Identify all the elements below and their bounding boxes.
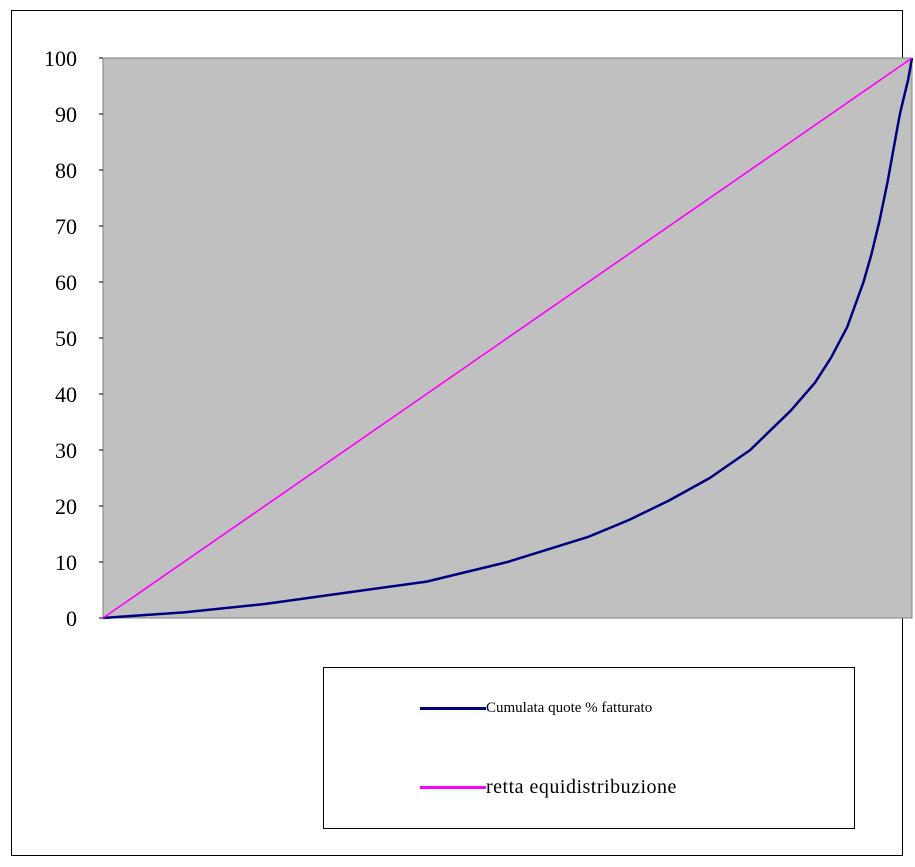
y-tick-label-0: 0: [66, 606, 77, 631]
y-tick-label-60: 60: [55, 270, 77, 295]
y-tick-label-10: 10: [55, 550, 77, 575]
legend-item-equidistribution: retta equidistribuzione: [420, 776, 677, 799]
y-tick-label-90: 90: [55, 102, 77, 127]
y-tick-label-80: 80: [55, 158, 77, 183]
legend-item-cumulative: Cumulata quote % fatturato: [420, 700, 652, 717]
legend-label-equidistribution: retta equidistribuzione: [486, 776, 677, 798]
y-tick-label-50: 50: [55, 326, 77, 351]
series-line-2: [102, 57, 913, 619]
legend-swatch-equidistribution: [420, 786, 486, 789]
y-tick-label-30: 30: [55, 438, 77, 463]
series-layer: [102, 57, 914, 620]
legend: Cumulata quote % fatturato retta equidis…: [323, 667, 855, 829]
legend-swatch-cumulative: [420, 707, 486, 710]
y-tick-label-20: 20: [55, 494, 77, 519]
y-tick-label-70: 70: [55, 214, 77, 239]
series-line-1: [102, 57, 914, 620]
y-axis-ticks: 0 10 20 30 40 50 60 70 80 90 100: [44, 46, 103, 631]
legend-label-cumulative: Cumulata quote % fatturato: [486, 700, 653, 716]
y-tick-label-40: 40: [55, 382, 77, 407]
y-tick-label-100: 100: [44, 46, 77, 71]
